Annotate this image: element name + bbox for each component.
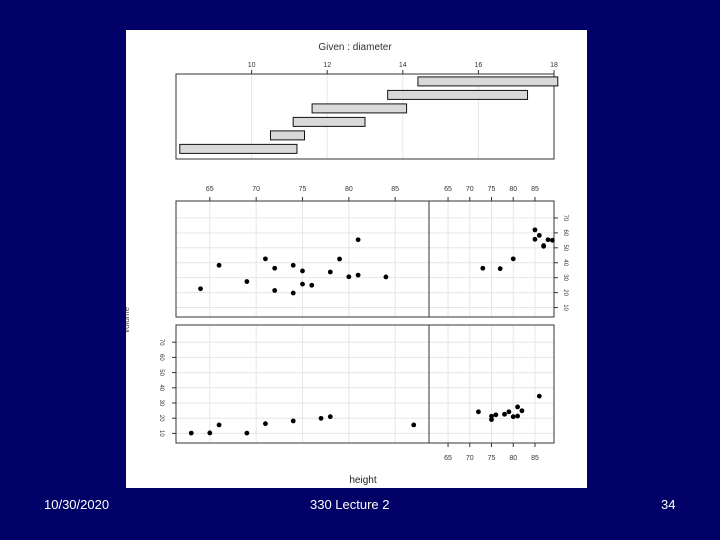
height-tick-label: 70: [466, 186, 474, 193]
height-tick-label: 65: [444, 455, 452, 462]
data-point-top-left: [383, 274, 389, 280]
data-point-top-right: [532, 236, 538, 242]
height-tick-label: 75: [299, 186, 307, 193]
height-tick-label: 75: [488, 186, 496, 193]
data-point-top-left: [300, 268, 305, 274]
data-point-top-left: [272, 288, 278, 293]
volume-tick-label: 50: [562, 244, 568, 251]
height-tick-label: 80: [509, 186, 517, 193]
data-point-top-left: [290, 262, 296, 268]
data-point-top-left: [337, 256, 342, 262]
data-point-top-right: [549, 237, 555, 243]
data-point-top-right: [545, 237, 551, 243]
footer-date: 10/30/2020: [44, 497, 110, 512]
volume-tick-label: 50: [158, 369, 164, 376]
footer-page-number: 34: [661, 497, 676, 512]
data-point-bottom-left: [327, 414, 333, 420]
data-point-top-left: [346, 274, 352, 280]
data-point-bottom-right: [536, 393, 542, 399]
data-point-top-right: [497, 266, 503, 272]
volume-tick-label: 60: [562, 230, 568, 237]
data-point-top-left: [327, 269, 333, 275]
given-interval-bar: [292, 116, 366, 127]
height-tick-label: 65: [444, 186, 452, 193]
data-point-bottom-left: [244, 430, 250, 436]
data-point-top-right: [532, 227, 538, 233]
height-tick-label: 70: [466, 455, 474, 462]
volume-tick-label: 20: [158, 415, 164, 422]
volume-tick-label: 60: [158, 354, 164, 361]
volume-tick-label: 30: [158, 400, 164, 407]
data-point-bottom-right: [476, 409, 481, 415]
given-tick-label: 16: [475, 62, 483, 69]
given-tick-label: 12: [323, 62, 331, 69]
data-point-bottom-right: [506, 409, 512, 415]
volume-tick-label: 70: [562, 215, 568, 222]
height-tick-label: 75: [488, 455, 496, 462]
data-point-bottom-right: [502, 411, 507, 417]
given-interval-bar: [179, 143, 298, 154]
data-point-top-left: [272, 265, 278, 271]
data-point-bottom-right: [519, 408, 525, 414]
data-point-bottom-left: [263, 421, 268, 427]
data-point-bottom-right: [510, 414, 516, 420]
footer-title: 330 Lecture 2: [310, 497, 390, 512]
data-point-bottom-right: [515, 404, 520, 410]
given-title: Given : diameter: [318, 42, 392, 53]
data-point-bottom-right: [489, 413, 494, 419]
volume-tick-label: 10: [562, 304, 568, 311]
given-tick-label: 14: [399, 62, 407, 69]
data-point-top-right: [541, 243, 547, 249]
data-point-top-left: [355, 272, 361, 278]
x-axis-label: height: [349, 475, 376, 486]
data-point-top-left: [309, 282, 315, 288]
data-point-top-right: [536, 233, 542, 238]
given-panel-frame: [175, 73, 555, 160]
data-point-bottom-left: [290, 418, 296, 424]
data-point-bottom-left: [188, 430, 194, 436]
height-tick-label: 80: [509, 455, 517, 462]
volume-tick-label: 70: [158, 339, 164, 346]
given-interval-bar: [387, 89, 529, 100]
data-point-top-left: [300, 281, 305, 287]
data-point-top-left: [216, 262, 222, 268]
data-point-bottom-left: [207, 430, 213, 436]
height-tick-label: 85: [531, 186, 539, 193]
given-tick-label: 18: [550, 62, 558, 69]
data-point-bottom-right: [515, 413, 520, 419]
data-point-top-left: [198, 286, 203, 292]
data-point-top-left: [290, 290, 296, 296]
data-point-bottom-right: [489, 417, 494, 422]
given-interval-bar: [417, 76, 559, 87]
data-point-top-right: [480, 265, 486, 271]
given-interval-bar: [270, 130, 306, 141]
height-tick-label: 80: [345, 186, 353, 193]
data-point-top-right: [510, 256, 516, 262]
data-point-top-left: [355, 237, 361, 243]
volume-tick-label: 20: [562, 289, 568, 296]
chart-svg: Given : diameter 10 12 14 16 18 65 70 75 80 85 65 70…: [126, 42, 568, 486]
volume-tick-label: 10: [158, 430, 164, 437]
data-point-bottom-left: [216, 422, 222, 428]
data-point-bottom-left: [318, 415, 324, 421]
volume-tick-label: 40: [158, 384, 164, 391]
volume-tick-label: 30: [562, 274, 568, 281]
volume-tick-label: 40: [562, 259, 568, 266]
height-tick-label: 85: [391, 186, 399, 193]
chart-figure: Given : diameter 10 12 14 16 18 65 70 75 80 85 65 70…: [126, 30, 587, 488]
given-interval-bar: [311, 103, 408, 114]
height-tick-label: 65: [206, 186, 214, 193]
data-point-top-left: [244, 279, 250, 284]
data-point-top-left: [263, 256, 268, 262]
data-point-bottom-right: [493, 412, 499, 418]
data-point-bottom-left: [411, 422, 417, 428]
height-tick-label: 70: [252, 186, 260, 193]
given-tick-label: 10: [248, 62, 256, 69]
y-axis-label: volume: [126, 307, 131, 333]
height-tick-label: 85: [531, 455, 539, 462]
